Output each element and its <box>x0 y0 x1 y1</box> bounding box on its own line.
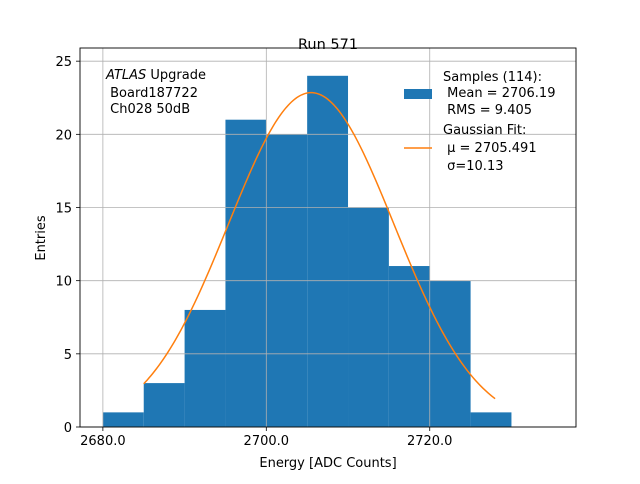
histogram-bar <box>470 412 512 427</box>
histogram-bar <box>143 383 185 427</box>
y-axis-label: Entries <box>34 215 49 261</box>
y-tick-label: 25 <box>55 55 72 70</box>
legend-sigma: σ=10.13 <box>443 159 503 174</box>
svg-text:ATLAS Upgrade: ATLAS Upgrade <box>105 68 206 83</box>
legend-fit-title: Gaussian Fit: <box>443 123 526 138</box>
y-tick-label: 20 <box>55 128 72 143</box>
annotation-upgrade: Upgrade <box>146 68 206 83</box>
legend-mean: Mean = 2706.19 <box>443 86 555 101</box>
x-tick-label: 2700.0 <box>244 434 290 449</box>
x-axis-label: Energy [ADC Counts] <box>259 456 396 471</box>
plot-frame <box>79 47 577 428</box>
legend: Samples (114): Mean = 2706.19 RMS = 9.40… <box>404 70 555 174</box>
legend-samples-swatch <box>404 89 432 99</box>
histogram-bar <box>388 266 430 427</box>
histogram-bar <box>348 207 389 427</box>
y-tick-label: 10 <box>55 275 72 290</box>
y-tick-label: 5 <box>64 348 72 363</box>
histogram-bar <box>102 412 144 427</box>
x-tick-label: 2720.0 <box>407 434 453 449</box>
y-tick-label: 15 <box>55 202 72 217</box>
annotation-atlas: ATLAS <box>105 68 146 83</box>
legend-samples-title: Samples (114): <box>443 70 542 85</box>
annotation: ATLAS Upgrade Board187722 Ch028 50dB <box>105 68 206 117</box>
legend-mu: μ = 2705.491 <box>443 141 537 156</box>
histogram-bar <box>184 309 226 427</box>
annotation-channel: Ch028 50dB <box>106 102 190 117</box>
legend-rms: RMS = 9.405 <box>443 103 532 118</box>
chart-title: Run 571 <box>298 37 358 53</box>
histogram-bar <box>225 119 267 428</box>
histogram-bar <box>307 75 349 427</box>
gaussian-fit-curve <box>143 91 496 400</box>
annotation-board: Board187722 <box>106 86 198 101</box>
x-tick-label: 2680.0 <box>80 434 126 449</box>
y-tick-label: 0 <box>64 421 72 436</box>
